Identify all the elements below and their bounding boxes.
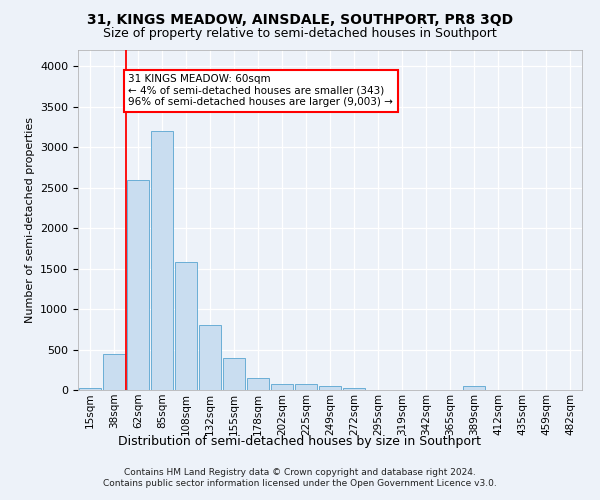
Bar xyxy=(463,386,485,390)
Bar xyxy=(343,388,365,390)
Text: Size of property relative to semi-detached houses in Southport: Size of property relative to semi-detach… xyxy=(103,28,497,40)
Text: 31, KINGS MEADOW, AINSDALE, SOUTHPORT, PR8 3QD: 31, KINGS MEADOW, AINSDALE, SOUTHPORT, P… xyxy=(87,12,513,26)
Bar xyxy=(247,378,269,390)
Bar xyxy=(151,131,173,390)
Bar xyxy=(319,386,341,390)
Bar xyxy=(127,180,149,390)
Bar xyxy=(271,384,293,390)
Bar xyxy=(103,354,125,390)
Bar xyxy=(175,262,197,390)
Text: Distribution of semi-detached houses by size in Southport: Distribution of semi-detached houses by … xyxy=(119,435,482,448)
Y-axis label: Number of semi-detached properties: Number of semi-detached properties xyxy=(25,117,35,323)
Bar xyxy=(199,325,221,390)
Bar xyxy=(223,358,245,390)
Bar xyxy=(295,384,317,390)
Text: 31 KINGS MEADOW: 60sqm
← 4% of semi-detached houses are smaller (343)
96% of sem: 31 KINGS MEADOW: 60sqm ← 4% of semi-deta… xyxy=(128,74,393,108)
Bar xyxy=(79,388,101,390)
Text: Contains HM Land Registry data © Crown copyright and database right 2024.
Contai: Contains HM Land Registry data © Crown c… xyxy=(103,468,497,487)
